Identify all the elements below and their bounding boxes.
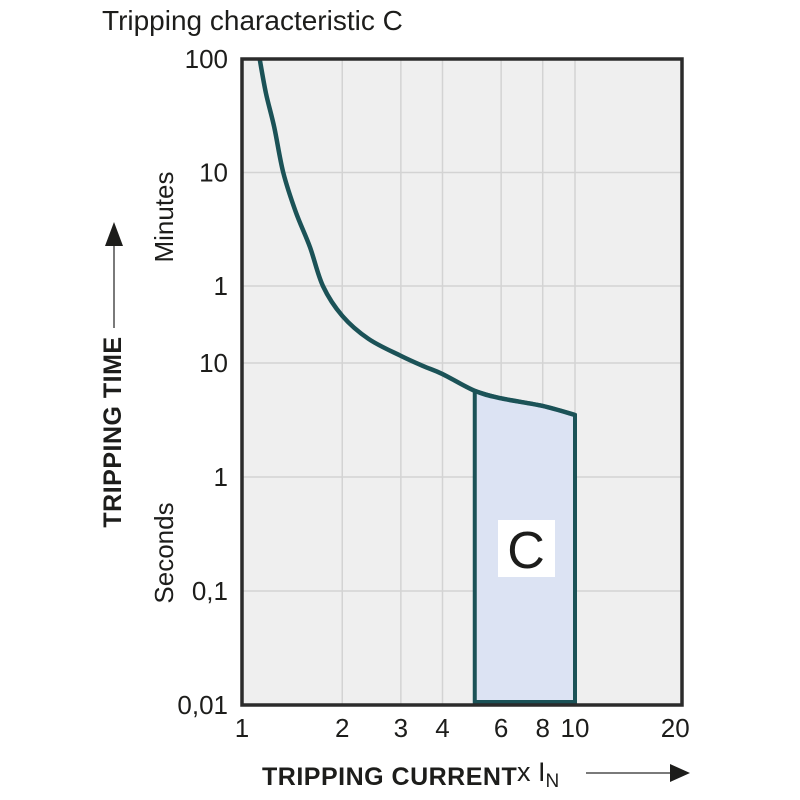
x-tick-label: 1 [235,713,249,743]
x-axis-multiplier-sub: N [545,771,560,792]
x-tick-label: 2 [335,713,349,743]
y-tick-label: 10 [199,158,228,188]
y-axis-title: TRIPPING TIME [99,336,127,528]
region-label-box [498,520,555,577]
y-tick-label: 100 [185,44,228,74]
y-tick-label: 0,1 [192,576,228,606]
x-tick-label: 8 [535,713,549,743]
x-tick-label: 6 [494,713,508,743]
x-tick-label: 3 [394,713,408,743]
y-axis-arrow-up-icon [105,222,123,328]
y-axis-unit-minutes: Minutes [149,171,179,263]
y-tick-label: 1 [214,462,228,492]
y-axis-unit-seconds: Seconds [149,502,179,604]
x-axis-arrow-right-icon [586,764,690,782]
region-label: C [507,522,545,580]
x-axis-multiplier: x IN [517,757,559,793]
y-tick-label: 0,01 [177,690,228,720]
x-tick-label: 4 [435,713,449,743]
x-axis-title: TRIPPING CURRENT [262,763,518,791]
y-tick-label: 10 [199,348,228,378]
page-title: Tripping characteristic C [102,5,403,36]
y-tick-label: 1 [214,271,228,301]
trip-curve [257,58,576,418]
x-tick-label: 20 [661,713,690,743]
plot-border [240,57,684,707]
x-axis-multiplier-text: x I [517,757,546,787]
x-tick-label: 10 [561,713,590,743]
